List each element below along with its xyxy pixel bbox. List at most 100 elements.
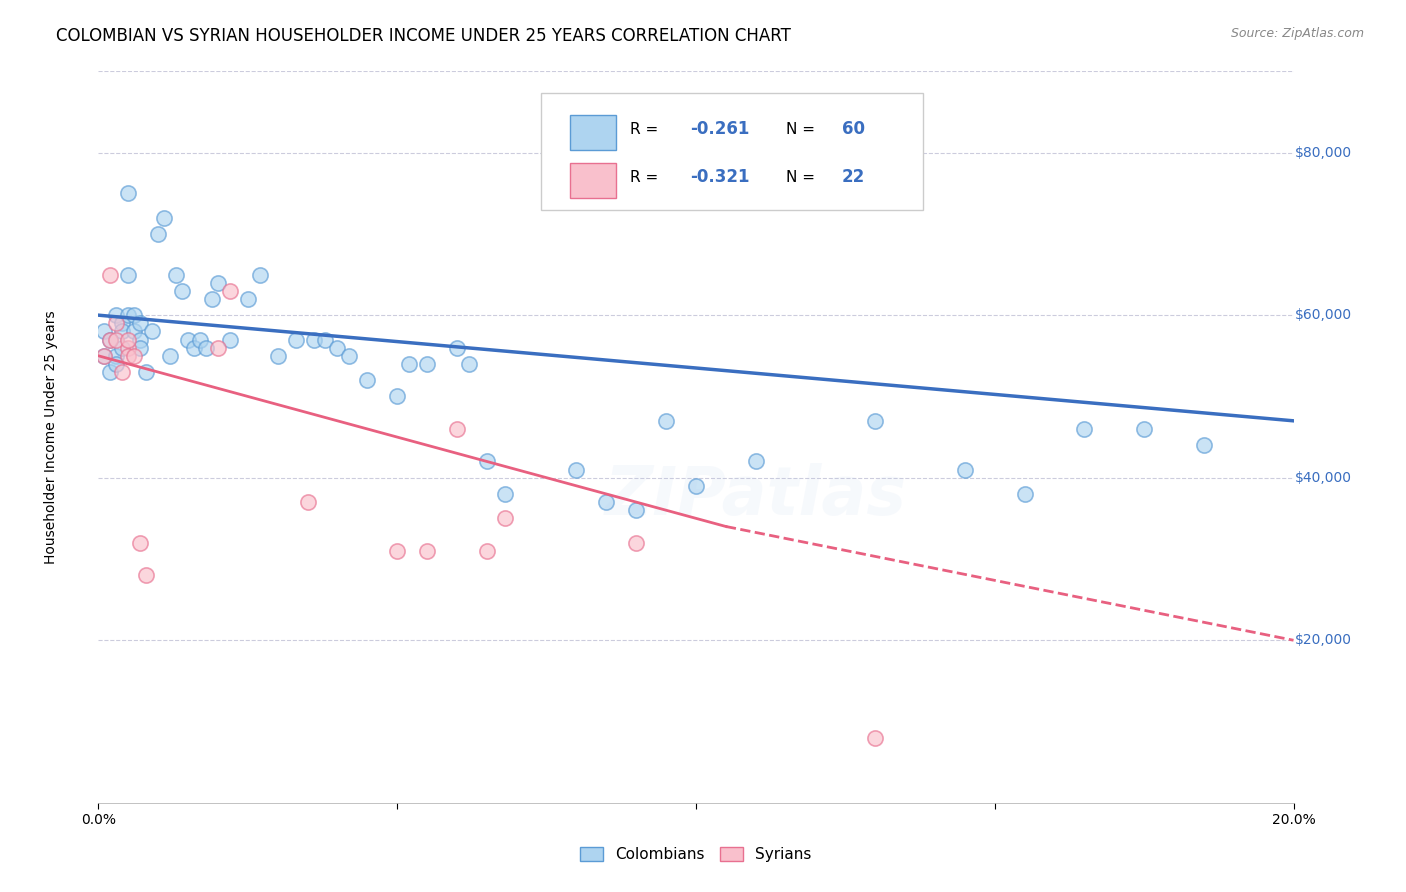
Point [267, 349, 290, 363]
Point [105, 333, 128, 347]
Point [172, 284, 194, 298]
FancyBboxPatch shape [571, 163, 616, 198]
Point [117, 349, 139, 363]
Text: 60: 60 [842, 120, 865, 138]
Point [249, 268, 271, 282]
Point [385, 389, 409, 403]
Point [626, 503, 648, 517]
Point [183, 341, 205, 355]
Point [105, 349, 128, 363]
Point [685, 479, 707, 493]
Point [385, 544, 409, 558]
Text: 22: 22 [842, 169, 865, 186]
Point [398, 357, 420, 371]
Point [416, 544, 439, 558]
Point [98, 365, 122, 379]
Point [98, 333, 122, 347]
Point [475, 454, 498, 468]
Point [129, 333, 152, 347]
Point [475, 544, 498, 558]
Point [297, 495, 319, 509]
Point [1073, 422, 1095, 436]
Point [111, 316, 134, 330]
Point [98, 333, 122, 347]
Point [458, 357, 481, 371]
Point [219, 284, 242, 298]
Text: $40,000: $40,000 [1295, 471, 1351, 484]
Point [865, 731, 887, 745]
Text: N =: N = [786, 169, 820, 185]
Text: N =: N = [786, 122, 820, 136]
Point [326, 341, 349, 355]
Text: COLOMBIAN VS SYRIAN HOUSEHOLDER INCOME UNDER 25 YEARS CORRELATION CHART: COLOMBIAN VS SYRIAN HOUSEHOLDER INCOME U… [56, 27, 792, 45]
Point [626, 535, 648, 549]
Text: R =: R = [630, 169, 664, 185]
Point [339, 349, 361, 363]
Point [302, 333, 325, 347]
Point [129, 341, 152, 355]
Point [494, 487, 516, 501]
Point [117, 341, 139, 355]
Point [153, 211, 176, 225]
Point [446, 341, 468, 355]
Point [165, 268, 187, 282]
Text: $80,000: $80,000 [1295, 145, 1351, 160]
Point [356, 373, 378, 387]
FancyBboxPatch shape [541, 94, 922, 211]
Point [117, 308, 139, 322]
Point [655, 414, 678, 428]
Point [93, 349, 115, 363]
Legend: Colombians, Syrians: Colombians, Syrians [574, 841, 818, 868]
Point [135, 568, 157, 582]
Point [416, 357, 439, 371]
Point [284, 333, 307, 347]
Point [117, 268, 139, 282]
Point [129, 316, 152, 330]
Point [98, 268, 122, 282]
Text: $20,000: $20,000 [1295, 633, 1351, 648]
Point [219, 333, 242, 347]
Point [124, 349, 146, 363]
Point [207, 341, 229, 355]
Point [124, 325, 146, 339]
Point [93, 349, 115, 363]
Point [105, 308, 128, 322]
Point [117, 333, 139, 347]
Point [201, 292, 224, 306]
Point [1192, 438, 1215, 452]
Point [446, 422, 468, 436]
Point [117, 186, 139, 201]
Point [111, 341, 134, 355]
Point [141, 325, 163, 339]
Text: ZIPatlas: ZIPatlas [605, 463, 907, 529]
Text: -0.261: -0.261 [690, 120, 749, 138]
Point [124, 308, 146, 322]
Point [159, 349, 181, 363]
Point [595, 495, 617, 509]
Point [207, 276, 229, 290]
Point [177, 333, 200, 347]
Point [105, 316, 128, 330]
Point [129, 535, 152, 549]
Point [315, 333, 337, 347]
Point [494, 511, 516, 525]
Point [745, 454, 768, 468]
Point [865, 414, 887, 428]
Point [135, 365, 157, 379]
Point [565, 462, 588, 476]
Point [236, 292, 259, 306]
Text: $60,000: $60,000 [1295, 308, 1351, 322]
Point [105, 357, 128, 371]
Point [148, 227, 170, 241]
Point [1133, 422, 1156, 436]
Point [1014, 487, 1036, 501]
Point [111, 325, 134, 339]
Text: Source: ZipAtlas.com: Source: ZipAtlas.com [1230, 27, 1364, 40]
Point [188, 333, 211, 347]
Point [93, 325, 115, 339]
Point [111, 365, 134, 379]
Point [195, 341, 218, 355]
Text: -0.321: -0.321 [690, 169, 749, 186]
Text: R =: R = [630, 122, 664, 136]
Text: Householder Income Under 25 years: Householder Income Under 25 years [44, 310, 58, 564]
